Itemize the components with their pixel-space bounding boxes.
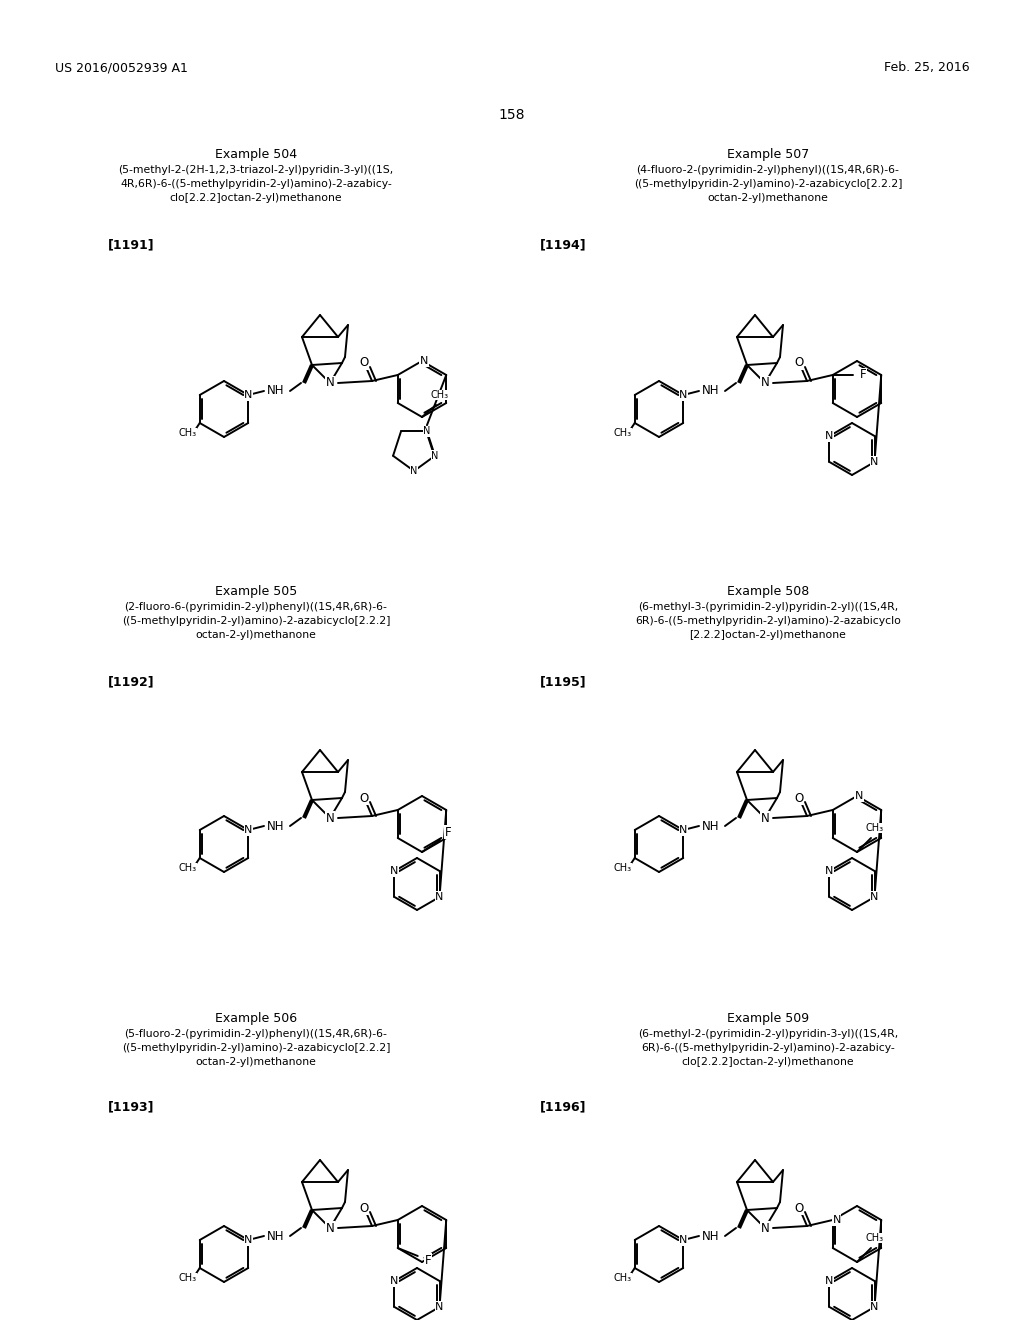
Text: CH₃: CH₃ xyxy=(431,389,450,400)
Text: (2-fluoro-6-(pyrimidin-2-yl)phenyl)((1S,4R,6R)-6-
((5-methylpyridin-2-yl)amino)-: (2-fluoro-6-(pyrimidin-2-yl)phenyl)((1S,… xyxy=(122,602,390,640)
Text: NH: NH xyxy=(702,384,720,397)
Text: [1193]: [1193] xyxy=(108,1100,155,1113)
Text: N: N xyxy=(679,825,687,836)
Text: N: N xyxy=(244,1236,253,1245)
Text: CH₃: CH₃ xyxy=(179,428,197,438)
Text: N: N xyxy=(435,1302,443,1312)
Text: (6-methyl-3-(pyrimidin-2-yl)pyridin-2-yl)((1S,4R,
6R)-6-((5-methylpyridin-2-yl)a: (6-methyl-3-(pyrimidin-2-yl)pyridin-2-yl… xyxy=(635,602,901,640)
Text: Example 505: Example 505 xyxy=(215,585,297,598)
Text: N: N xyxy=(244,825,253,836)
Text: N: N xyxy=(761,1221,769,1234)
Text: N: N xyxy=(326,376,335,389)
Text: Example 504: Example 504 xyxy=(215,148,297,161)
Text: N: N xyxy=(870,892,879,902)
Text: N: N xyxy=(870,1302,879,1312)
Text: N: N xyxy=(423,426,431,436)
Text: N: N xyxy=(326,1221,335,1234)
Text: N: N xyxy=(679,1236,687,1245)
Text: N: N xyxy=(431,451,438,461)
Text: N: N xyxy=(679,389,687,400)
Text: N: N xyxy=(420,356,428,366)
Text: N: N xyxy=(390,1276,398,1286)
Text: CH₃: CH₃ xyxy=(866,822,884,833)
Text: 158: 158 xyxy=(499,108,525,121)
Text: N: N xyxy=(870,457,879,467)
Text: [1196]: [1196] xyxy=(540,1100,587,1113)
Text: CH₃: CH₃ xyxy=(179,863,197,873)
Text: CH₃: CH₃ xyxy=(613,428,632,438)
Text: (4-fluoro-2-(pyrimidin-2-yl)phenyl)((1S,4R,6R)-6-
((5-methylpyridin-2-yl)amino)-: (4-fluoro-2-(pyrimidin-2-yl)phenyl)((1S,… xyxy=(634,165,902,203)
Text: N: N xyxy=(825,432,834,441)
Text: N: N xyxy=(244,389,253,400)
Text: CH₃: CH₃ xyxy=(613,863,632,873)
Text: US 2016/0052939 A1: US 2016/0052939 A1 xyxy=(55,62,187,74)
Text: N: N xyxy=(825,1276,834,1286)
Text: Feb. 25, 2016: Feb. 25, 2016 xyxy=(885,62,970,74)
Text: N: N xyxy=(390,866,398,876)
Text: [1195]: [1195] xyxy=(540,675,587,688)
Text: O: O xyxy=(359,792,369,804)
Text: Example 507: Example 507 xyxy=(727,148,809,161)
Text: NH: NH xyxy=(267,384,285,397)
Text: NH: NH xyxy=(702,820,720,833)
Text: [1194]: [1194] xyxy=(540,238,587,251)
Text: Example 509: Example 509 xyxy=(727,1012,809,1026)
Text: N: N xyxy=(435,892,443,902)
Text: O: O xyxy=(359,356,369,370)
Text: CH₃: CH₃ xyxy=(866,1233,884,1243)
Text: Example 506: Example 506 xyxy=(215,1012,297,1026)
Text: F: F xyxy=(424,1254,431,1266)
Text: NH: NH xyxy=(267,820,285,833)
Text: N: N xyxy=(855,791,863,801)
Text: (5-methyl-2-(2H-1,2,3-triazol-2-yl)pyridin-3-yl)((1S,
4R,6R)-6-((5-methylpyridin: (5-methyl-2-(2H-1,2,3-triazol-2-yl)pyrid… xyxy=(119,165,393,203)
Text: N: N xyxy=(825,866,834,876)
Text: N: N xyxy=(761,376,769,389)
Text: Example 508: Example 508 xyxy=(727,585,809,598)
Text: NH: NH xyxy=(702,1229,720,1242)
Text: N: N xyxy=(326,812,335,825)
Text: (5-fluoro-2-(pyrimidin-2-yl)phenyl)((1S,4R,6R)-6-
((5-methylpyridin-2-yl)amino)-: (5-fluoro-2-(pyrimidin-2-yl)phenyl)((1S,… xyxy=(122,1030,390,1067)
Text: N: N xyxy=(833,1214,841,1225)
Text: NH: NH xyxy=(267,1229,285,1242)
Text: [1192]: [1192] xyxy=(108,675,155,688)
Text: O: O xyxy=(795,1201,804,1214)
Text: [1191]: [1191] xyxy=(108,238,155,251)
Text: (6-methyl-2-(pyrimidin-2-yl)pyridin-3-yl)((1S,4R,
6R)-6-((5-methylpyridin-2-yl)a: (6-methyl-2-(pyrimidin-2-yl)pyridin-3-yl… xyxy=(638,1030,898,1067)
Text: N: N xyxy=(761,812,769,825)
Text: O: O xyxy=(795,356,804,370)
Text: CH₃: CH₃ xyxy=(613,1272,632,1283)
Text: F: F xyxy=(444,825,452,838)
Text: O: O xyxy=(795,792,804,804)
Text: F: F xyxy=(859,368,866,381)
Text: O: O xyxy=(359,1201,369,1214)
Text: N: N xyxy=(411,466,418,477)
Text: CH₃: CH₃ xyxy=(179,1272,197,1283)
